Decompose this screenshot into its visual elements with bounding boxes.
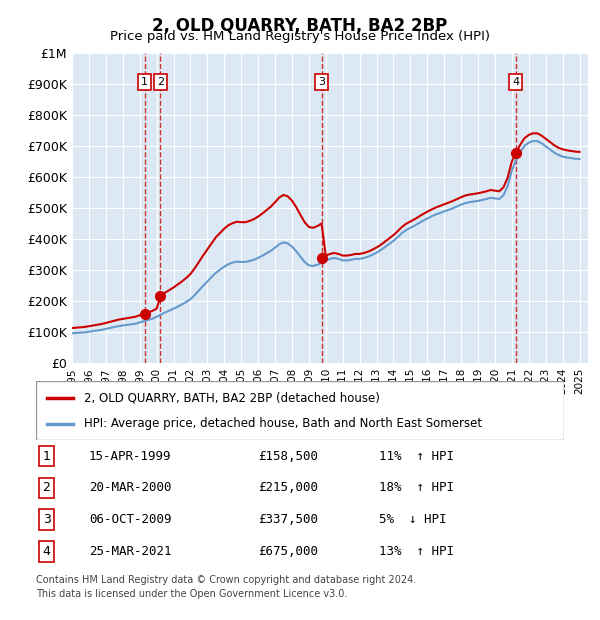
Text: Contains HM Land Registry data © Crown copyright and database right 2024.: Contains HM Land Registry data © Crown c…	[36, 575, 416, 585]
Text: £337,500: £337,500	[258, 513, 318, 526]
Text: 06-OCT-2009: 06-OCT-2009	[89, 513, 172, 526]
Text: £675,000: £675,000	[258, 545, 318, 558]
FancyBboxPatch shape	[36, 381, 564, 440]
Text: 15-APR-1999: 15-APR-1999	[89, 450, 172, 463]
Text: £158,500: £158,500	[258, 450, 318, 463]
Text: 18%  ↑ HPI: 18% ↑ HPI	[379, 481, 454, 494]
Text: 2, OLD QUARRY, BATH, BA2 2BP (detached house): 2, OLD QUARRY, BATH, BA2 2BP (detached h…	[83, 391, 379, 404]
Text: 3: 3	[43, 513, 50, 526]
Text: 4: 4	[512, 77, 520, 87]
Text: 11%  ↑ HPI: 11% ↑ HPI	[379, 450, 454, 463]
Text: 4: 4	[43, 545, 50, 558]
Text: This data is licensed under the Open Government Licence v3.0.: This data is licensed under the Open Gov…	[36, 589, 347, 599]
Text: £215,000: £215,000	[258, 481, 318, 494]
Text: 5%  ↓ HPI: 5% ↓ HPI	[379, 513, 446, 526]
Text: 1: 1	[43, 450, 50, 463]
Text: 2: 2	[43, 481, 50, 494]
Text: HPI: Average price, detached house, Bath and North East Somerset: HPI: Average price, detached house, Bath…	[83, 417, 482, 430]
Text: 20-MAR-2000: 20-MAR-2000	[89, 481, 172, 494]
Text: 25-MAR-2021: 25-MAR-2021	[89, 545, 172, 558]
Text: 1: 1	[141, 77, 148, 87]
Text: Price paid vs. HM Land Registry's House Price Index (HPI): Price paid vs. HM Land Registry's House …	[110, 30, 490, 43]
Text: 2: 2	[157, 77, 164, 87]
Text: 3: 3	[318, 77, 325, 87]
Text: 2, OLD QUARRY, BATH, BA2 2BP: 2, OLD QUARRY, BATH, BA2 2BP	[152, 17, 448, 35]
Text: 13%  ↑ HPI: 13% ↑ HPI	[379, 545, 454, 558]
